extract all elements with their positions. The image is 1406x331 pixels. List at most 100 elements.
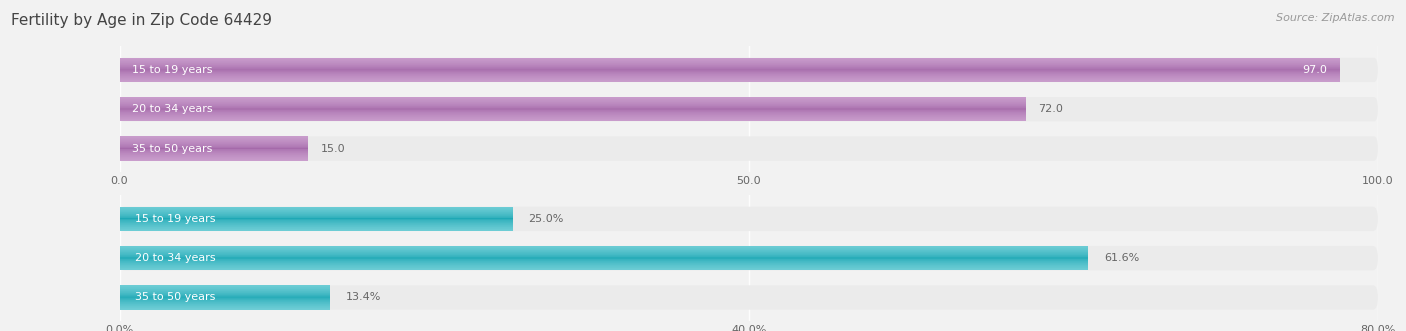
- Bar: [120, 219, 513, 220]
- FancyBboxPatch shape: [120, 285, 1378, 310]
- Bar: [120, 74, 1340, 75]
- Bar: [120, 293, 330, 294]
- Bar: [120, 267, 1088, 268]
- Bar: [120, 262, 1088, 263]
- Bar: [120, 119, 1025, 120]
- Bar: [120, 221, 513, 222]
- Text: 35 to 50 years: 35 to 50 years: [132, 144, 212, 154]
- Bar: [120, 269, 1088, 270]
- Bar: [120, 104, 1025, 105]
- Bar: [120, 77, 1340, 78]
- Bar: [120, 137, 308, 138]
- Bar: [120, 211, 513, 212]
- Bar: [120, 220, 513, 221]
- Bar: [120, 75, 1340, 76]
- Bar: [120, 224, 513, 225]
- Bar: [120, 298, 330, 299]
- Bar: [120, 292, 330, 293]
- Bar: [120, 268, 1088, 269]
- Bar: [120, 68, 1340, 69]
- Bar: [120, 111, 1025, 112]
- Bar: [120, 81, 1340, 82]
- Bar: [120, 301, 330, 302]
- Text: 35 to 50 years: 35 to 50 years: [135, 293, 215, 303]
- Bar: [120, 226, 513, 227]
- Bar: [120, 141, 308, 142]
- Bar: [120, 97, 1025, 98]
- Bar: [120, 110, 1025, 111]
- Bar: [120, 289, 330, 290]
- Bar: [120, 212, 513, 213]
- Bar: [120, 248, 1088, 249]
- Bar: [120, 64, 1340, 65]
- Bar: [120, 296, 330, 297]
- Bar: [120, 98, 1025, 99]
- Bar: [120, 147, 308, 148]
- Bar: [120, 214, 513, 215]
- Bar: [120, 225, 513, 226]
- Bar: [120, 230, 513, 231]
- Bar: [120, 78, 1340, 79]
- Bar: [120, 213, 513, 214]
- Bar: [120, 144, 308, 145]
- Bar: [120, 249, 1088, 250]
- Text: 20 to 34 years: 20 to 34 years: [132, 104, 212, 114]
- Bar: [120, 288, 330, 289]
- Bar: [120, 117, 1025, 118]
- Bar: [120, 72, 1340, 73]
- Bar: [120, 264, 1088, 265]
- Bar: [120, 110, 1025, 111]
- Bar: [120, 295, 330, 296]
- Bar: [120, 285, 330, 286]
- Bar: [120, 116, 1025, 117]
- Bar: [120, 209, 513, 210]
- Bar: [120, 256, 1088, 257]
- Bar: [120, 67, 1340, 68]
- Bar: [120, 254, 1088, 255]
- Bar: [120, 294, 330, 295]
- Bar: [120, 149, 308, 150]
- FancyBboxPatch shape: [120, 136, 1378, 161]
- Text: 15 to 19 years: 15 to 19 years: [132, 65, 212, 75]
- Bar: [120, 261, 1088, 262]
- Bar: [120, 300, 330, 301]
- Bar: [120, 137, 308, 138]
- Bar: [120, 226, 513, 227]
- Bar: [120, 223, 513, 224]
- Bar: [120, 260, 1088, 261]
- Bar: [120, 100, 1025, 101]
- Bar: [120, 152, 308, 153]
- Bar: [120, 263, 1088, 264]
- FancyBboxPatch shape: [120, 97, 1378, 121]
- Bar: [120, 308, 330, 309]
- Bar: [120, 229, 513, 230]
- Bar: [120, 142, 308, 143]
- Bar: [120, 251, 1088, 252]
- Bar: [120, 303, 330, 304]
- Text: 97.0: 97.0: [1303, 65, 1327, 75]
- Text: 25.0%: 25.0%: [529, 214, 564, 224]
- Bar: [120, 115, 1025, 116]
- Bar: [120, 286, 330, 287]
- Bar: [120, 113, 1025, 114]
- Bar: [120, 143, 308, 144]
- Text: Fertility by Age in Zip Code 64429: Fertility by Age in Zip Code 64429: [11, 13, 273, 28]
- Bar: [120, 65, 1340, 66]
- Bar: [120, 290, 330, 291]
- Bar: [120, 107, 1025, 108]
- FancyBboxPatch shape: [120, 207, 1378, 231]
- Text: Source: ZipAtlas.com: Source: ZipAtlas.com: [1277, 13, 1395, 23]
- Text: 20 to 34 years: 20 to 34 years: [135, 253, 217, 263]
- Bar: [120, 118, 1025, 119]
- Bar: [120, 139, 308, 140]
- Bar: [120, 109, 1025, 110]
- Bar: [120, 146, 308, 147]
- Text: 15.0: 15.0: [321, 144, 346, 154]
- Bar: [120, 217, 513, 218]
- Bar: [120, 108, 1025, 109]
- Bar: [120, 145, 308, 146]
- Bar: [120, 255, 1088, 256]
- Bar: [120, 302, 330, 303]
- Bar: [120, 246, 1088, 247]
- Bar: [120, 73, 1340, 74]
